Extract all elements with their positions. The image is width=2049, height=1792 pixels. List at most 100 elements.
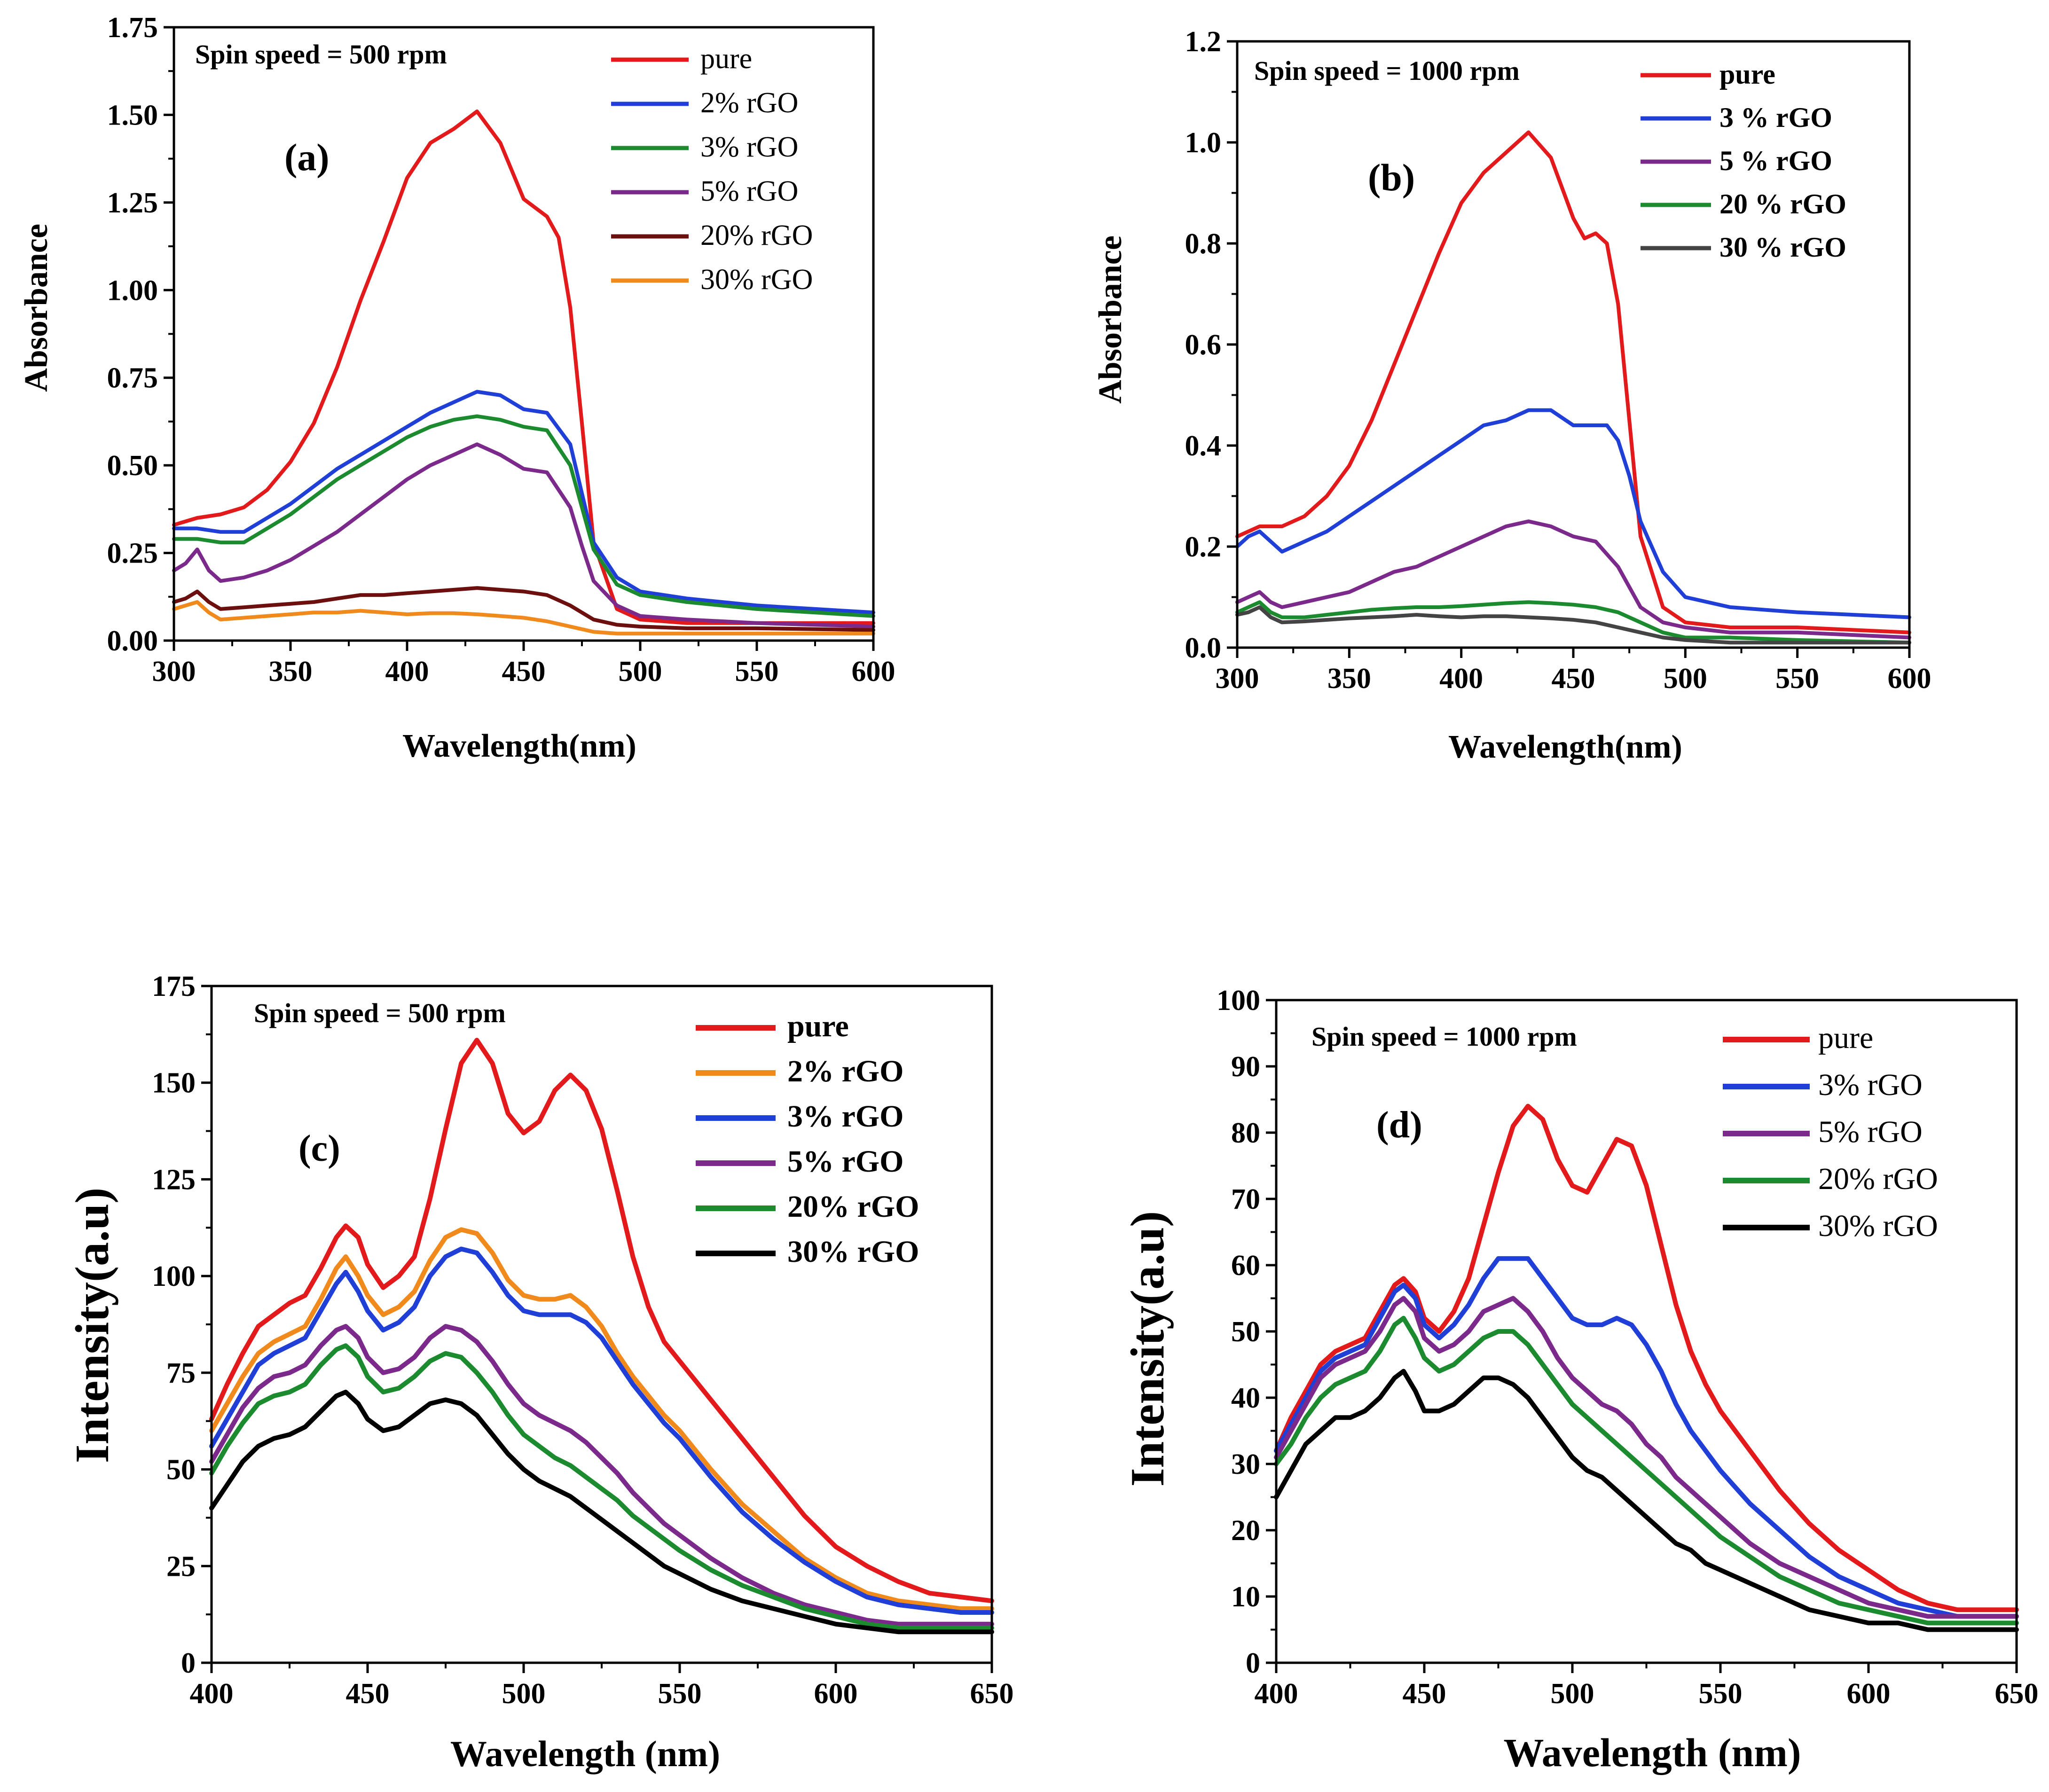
panel-label-d: (d) xyxy=(1376,1104,1422,1146)
series-line-b-2 xyxy=(1235,519,1911,640)
x-tick-label-a-4: 500 xyxy=(619,656,662,688)
x-tick-label-b-5: 550 xyxy=(1775,663,1819,695)
series-line-b-1 xyxy=(1235,408,1911,619)
chart-panel-a: 300 350 400 450 500 550 600 0.00 0.25 0.50 0.75 1.0… xyxy=(18,12,895,764)
x-tick-label-d-2: 500 xyxy=(1551,1678,1594,1710)
y-tick-label-a-7: 1.75 xyxy=(107,12,158,44)
y-tick-label-d-0: 0 xyxy=(1246,1647,1260,1679)
x-tick-label-c-4: 600 xyxy=(814,1678,858,1710)
spin-speed-annotation-d: Spin speed = 1000 rpm xyxy=(1311,1021,1577,1052)
series-line-a-3 xyxy=(172,442,875,629)
x-tick-label-b-4: 500 xyxy=(1664,663,1707,695)
y-tick-label-c-6: 150 xyxy=(152,1067,196,1099)
series-line-a-5 xyxy=(172,600,875,636)
legend-label-a-4: 20% rGO xyxy=(700,219,813,251)
y-tick-label-d-8: 80 xyxy=(1231,1117,1260,1149)
legend-a: pure 2% rGO 3% rGO 5% rGO 20% rGO 30% rGO xyxy=(611,43,813,296)
y-tick-label-a-2: 0.50 xyxy=(107,450,158,482)
series-line-c-3 xyxy=(209,1324,994,1627)
y-tick-label-b-2: 0.4 xyxy=(1185,430,1222,462)
panel-label-b: (b) xyxy=(1368,156,1415,199)
series-line-a-4 xyxy=(172,586,875,632)
legend-label-d-0: pure xyxy=(1818,1021,1873,1055)
x-tick-label-c-3: 550 xyxy=(658,1678,702,1710)
y-tick-label-d-2: 20 xyxy=(1231,1515,1260,1547)
y-tick-label-d-10: 100 xyxy=(1217,985,1260,1017)
y-tick-label-d-3: 30 xyxy=(1231,1448,1260,1480)
x-tick-label-d-4: 600 xyxy=(1847,1678,1891,1710)
y-axis-title-b: Absorbance xyxy=(1092,235,1129,404)
y-tick-label-d-5: 50 xyxy=(1231,1316,1260,1348)
x-tick-label-a-5: 550 xyxy=(735,656,779,688)
y-tick-label-b-6: 1.2 xyxy=(1185,26,1222,58)
plot-frame-a xyxy=(173,26,875,642)
series-line-d-0 xyxy=(1274,1103,2019,1612)
y-axis-title-a: Absorbance xyxy=(18,224,55,392)
y-tick-label-a-4: 1.00 xyxy=(107,274,158,306)
y-tick-label-a-3: 0.75 xyxy=(107,362,158,394)
legend-label-d-4: 30% rGO xyxy=(1818,1209,1938,1243)
panel-label-c: (c) xyxy=(298,1128,340,1169)
chart-panel-c: 400 450 500 550 600 650 0 25 50 75 100 125 150 175 Wav… xyxy=(66,970,1014,1774)
series-line-a-2 xyxy=(172,414,875,618)
x-tick-label-b-2: 400 xyxy=(1439,663,1483,695)
x-tick-label-c-1: 450 xyxy=(346,1678,390,1710)
x-tick-label-b-1: 350 xyxy=(1327,663,1371,695)
legend-c: pure 2% rGO 3% rGO 5% rGO 20% rGO 30% rGO xyxy=(696,1009,919,1269)
y-tick-label-d-4: 40 xyxy=(1231,1382,1260,1414)
legend-label-c-2: 3% rGO xyxy=(787,1099,903,1134)
legend-label-c-1: 2% rGO xyxy=(787,1054,903,1088)
y-tick-label-b-5: 1.0 xyxy=(1185,127,1222,159)
legend-label-b-1: 3 % rGO xyxy=(1719,102,1832,133)
legend-label-d-1: 3% rGO xyxy=(1818,1068,1923,1102)
series-line-d-4 xyxy=(1274,1369,2019,1632)
y-tick-label-a-1: 0.25 xyxy=(107,538,158,570)
series-line-d-1 xyxy=(1274,1256,2019,1619)
y-tick-label-a-0: 0.00 xyxy=(107,625,158,657)
legend-d: pure 3% rGO 5% rGO 20% rGO 30% rGO xyxy=(1723,1021,1938,1243)
x-tick-label-a-3: 450 xyxy=(502,656,546,688)
x-tick-label-b-3: 450 xyxy=(1552,663,1595,695)
legend-label-c-0: pure xyxy=(787,1009,849,1043)
x-tick-label-d-0: 400 xyxy=(1255,1678,1298,1710)
x-tick-label-d-3: 550 xyxy=(1699,1678,1743,1710)
legend-label-d-3: 20% rGO xyxy=(1818,1162,1938,1196)
legend-label-a-3: 5% rGO xyxy=(700,175,798,207)
legend-label-a-1: 2% rGO xyxy=(700,87,798,119)
y-tick-label-c-2: 50 xyxy=(166,1454,196,1486)
y-tick-label-c-0: 0 xyxy=(181,1647,196,1679)
y-tick-label-b-3: 0.6 xyxy=(1185,329,1222,361)
y-tick-label-c-7: 175 xyxy=(152,970,196,1002)
y-tick-label-d-6: 60 xyxy=(1231,1250,1260,1282)
x-tick-label-a-0: 300 xyxy=(152,656,196,688)
spin-speed-annotation-a: Spin speed = 500 rpm xyxy=(195,39,447,70)
x-tick-label-d-5: 650 xyxy=(1995,1678,2039,1710)
legend-label-d-2: 5% rGO xyxy=(1818,1115,1923,1149)
legend-label-b-4: 30 % rGO xyxy=(1719,232,1846,263)
y-tick-label-b-4: 0.8 xyxy=(1185,228,1222,260)
x-tick-label-c-2: 500 xyxy=(502,1678,546,1710)
chart-panel-b: 300 350 400 450 500 550 600 0.0 0.2 0.4 0.6 0.8 1.0 1… xyxy=(1092,26,1931,765)
legend-label-c-4: 20% rGO xyxy=(787,1189,919,1224)
x-tick-label-c-5: 650 xyxy=(970,1678,1014,1710)
series-line-a-1 xyxy=(172,390,875,615)
legend-label-a-5: 30% rGO xyxy=(700,264,813,296)
y-tick-label-d-1: 10 xyxy=(1231,1581,1260,1613)
x-tick-label-d-1: 450 xyxy=(1403,1678,1446,1710)
legend-label-b-3: 20 % rGO xyxy=(1719,188,1846,219)
y-tick-label-c-4: 100 xyxy=(152,1260,196,1292)
x-tick-label-a-6: 600 xyxy=(852,656,895,688)
series-line-d-3 xyxy=(1274,1315,2019,1626)
series-line-b-3 xyxy=(1235,600,1911,645)
y-tick-label-b-0: 0.0 xyxy=(1185,632,1222,664)
series-line-c-2 xyxy=(209,1246,994,1615)
legend-label-c-5: 30% rGO xyxy=(787,1235,919,1269)
series-line-c-4 xyxy=(209,1343,994,1630)
series-line-a-0 xyxy=(172,110,875,625)
series-line-c-1 xyxy=(209,1227,994,1611)
series-line-b-4 xyxy=(1235,605,1911,645)
series-line-c-5 xyxy=(209,1390,994,1635)
legend-label-c-3: 5% rGO xyxy=(787,1144,903,1179)
panel-label-a: (a) xyxy=(284,136,330,179)
